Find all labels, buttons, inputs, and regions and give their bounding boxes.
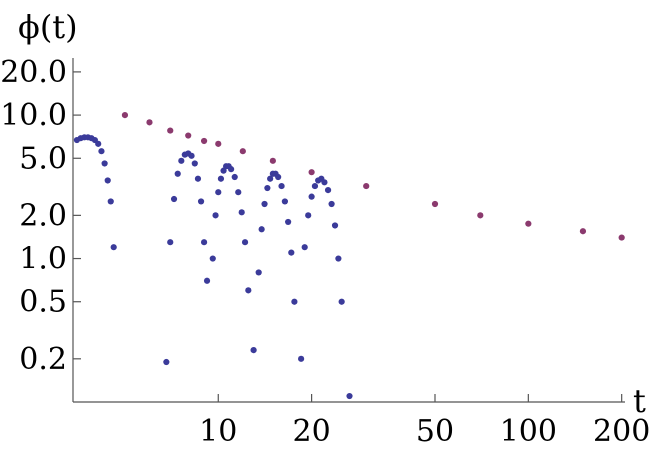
x-tick-label: 20	[293, 414, 331, 449]
envelope-point	[363, 182, 370, 190]
data-point	[261, 200, 268, 208]
data-point	[188, 152, 195, 159]
data-point	[335, 255, 342, 262]
data-point	[178, 157, 185, 164]
data-point	[191, 160, 198, 167]
envelope-point	[215, 140, 222, 147]
data-point	[324, 187, 332, 194]
data-point	[331, 222, 339, 229]
data-point	[275, 173, 282, 181]
data-point	[264, 184, 271, 192]
data-point	[231, 173, 238, 181]
envelope-point	[308, 169, 315, 176]
data-point	[170, 195, 178, 203]
y-tick-label: 10.0	[0, 98, 67, 133]
data-point	[241, 239, 249, 246]
x-tick-label: 10	[199, 414, 237, 449]
envelope-point	[167, 127, 174, 134]
data-point	[203, 277, 211, 284]
envelope-point	[525, 220, 532, 227]
envelope-point	[146, 119, 153, 126]
data-point	[245, 287, 252, 294]
y-tick-label: 2.0	[19, 198, 67, 233]
data-point	[308, 193, 315, 200]
data-point	[217, 175, 225, 182]
data-point	[328, 200, 335, 208]
y-tick-label: 1.0	[19, 242, 67, 277]
data-point	[305, 212, 312, 219]
ticks	[73, 71, 623, 402]
y-tick-label: 5.0	[19, 141, 67, 176]
data-point	[235, 189, 242, 196]
x-tick-label: 100	[500, 414, 557, 449]
data-point	[101, 160, 108, 167]
data-point	[321, 179, 328, 186]
y-tick-label: 0.5	[19, 285, 67, 320]
data-point	[104, 177, 111, 184]
data-point	[212, 212, 219, 219]
envelope-point	[239, 148, 246, 155]
data-point	[338, 298, 345, 305]
data-point	[200, 239, 208, 246]
data-point	[174, 170, 181, 177]
axes	[72, 58, 625, 403]
data-point	[250, 347, 257, 354]
data-point	[311, 182, 319, 190]
data-point	[301, 244, 308, 251]
data-point	[298, 355, 305, 362]
data-point	[95, 140, 102, 147]
data-point	[197, 198, 205, 205]
data-point	[110, 244, 117, 251]
data-point	[288, 249, 295, 256]
envelope-point	[477, 212, 484, 219]
envelope-point	[185, 132, 192, 139]
tick-labels: 10 20 50 100 200 0.2 0.5 1.0 2.0 5.0 10.0 20.0	[0, 55, 650, 449]
envelope-point	[618, 234, 625, 241]
y-tick-label: 20.0	[0, 55, 67, 90]
data-point	[215, 189, 222, 196]
y-tick-label: 0.2	[19, 342, 67, 377]
envelope-point	[269, 157, 276, 164]
envelope-point	[121, 111, 129, 119]
data-point	[238, 209, 245, 216]
envelope-point	[579, 228, 587, 235]
data-point	[267, 175, 274, 182]
data-point	[278, 182, 285, 190]
data-point	[194, 175, 202, 182]
envelope-point	[431, 200, 439, 208]
data-point	[163, 358, 170, 366]
y-axis-label: ϕ(t)	[18, 8, 78, 46]
data-point	[167, 239, 174, 246]
data-point	[258, 226, 265, 233]
data-point	[209, 255, 216, 262]
x-tick-label: 200	[593, 414, 650, 449]
data-point	[255, 269, 262, 276]
data-point	[98, 148, 105, 155]
x-tick-label: 50	[416, 414, 454, 449]
data-point	[291, 298, 298, 305]
x-axis-label: t	[633, 382, 646, 420]
envelope-point	[200, 137, 208, 145]
data-points	[73, 111, 625, 400]
data-point	[285, 218, 292, 226]
data-point	[228, 166, 235, 173]
data-point	[346, 392, 353, 400]
data-point	[281, 198, 288, 205]
data-point	[107, 198, 114, 205]
